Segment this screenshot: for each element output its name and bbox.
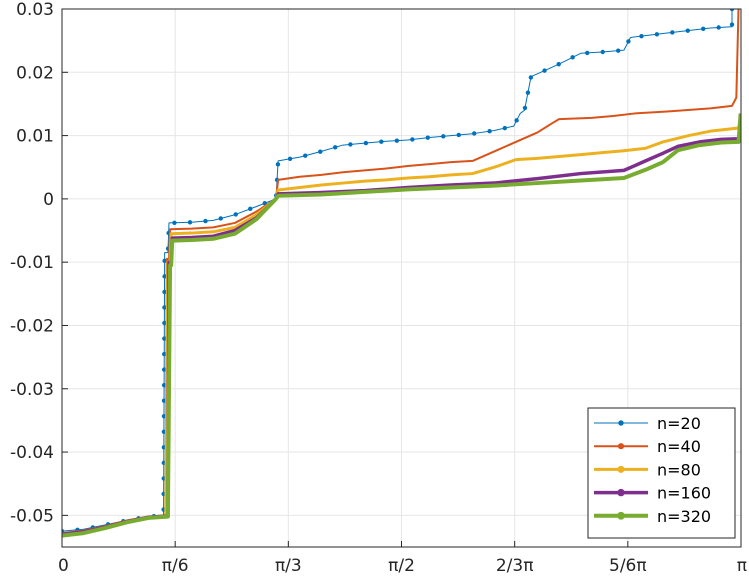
- data-point: [162, 336, 167, 341]
- legend-marker: [617, 443, 625, 450]
- x-tick-label: 5/6π: [609, 556, 647, 576]
- data-point: [685, 28, 690, 33]
- data-point: [600, 49, 605, 55]
- legend-item: n=40: [594, 437, 701, 456]
- data-point: [162, 274, 167, 279]
- data-point: [162, 258, 167, 264]
- data-point: [233, 212, 238, 217]
- series-line: [62, 9, 733, 532]
- data-point: [570, 55, 575, 60]
- series-n=320: [62, 113, 741, 538]
- data-point: [514, 118, 519, 123]
- data-point: [162, 351, 167, 357]
- data-point: [275, 162, 281, 167]
- data-point: [472, 131, 477, 136]
- legend-item: n=160: [594, 484, 711, 503]
- y-axis: 0.03 0.02 0.01 0 -0.01 -0.02 -0.03 -0.04 -0.05: [10, 0, 68, 526]
- y-tick-label: -0.01: [10, 253, 54, 273]
- data-point: [716, 25, 721, 30]
- data-point: [528, 75, 534, 80]
- x-axis: 0 π/6 π/3 π/2 2/3π 5/6π π: [58, 541, 747, 576]
- data-point: [162, 305, 167, 310]
- legend-label: n=80: [657, 460, 701, 479]
- data-point: [161, 367, 167, 372]
- y-tick-label: 0.02: [16, 63, 54, 83]
- y-tick-label: -0.02: [10, 316, 54, 336]
- x-tick-label: 2/3π: [496, 556, 534, 576]
- legend-label: n=160: [657, 484, 711, 503]
- legend-label: n=320: [657, 507, 711, 526]
- y-tick-label: 0: [43, 190, 54, 210]
- data-point: [654, 32, 660, 37]
- legend-item: n=20: [594, 414, 701, 433]
- data-point: [670, 30, 675, 35]
- series-layer: [62, 9, 741, 538]
- data-point: [333, 145, 338, 150]
- data-point: [162, 320, 167, 326]
- data-point: [425, 135, 430, 140]
- data-point: [187, 220, 193, 225]
- data-point: [441, 134, 446, 139]
- legend-label: n=20: [657, 414, 701, 433]
- y-tick-label: -0.03: [10, 380, 54, 400]
- y-tick-label: -0.05: [10, 506, 54, 526]
- data-point: [161, 398, 167, 403]
- data-point: [410, 137, 415, 142]
- data-point: [172, 220, 177, 225]
- data-point: [456, 132, 461, 138]
- data-point: [363, 140, 369, 146]
- legend: n=20 n=40 n=80 n=160 n=320: [587, 407, 736, 539]
- series-line: [62, 113, 741, 538]
- data-point: [729, 22, 735, 27]
- legend-item: n=320: [594, 507, 711, 526]
- data-point: [626, 39, 631, 44]
- data-point: [522, 105, 528, 111]
- x-tick-label: π/2: [388, 556, 415, 576]
- data-point: [502, 125, 508, 131]
- data-point: [542, 68, 547, 73]
- data-point: [161, 382, 167, 388]
- legend-marker: [618, 420, 624, 426]
- data-point: [248, 206, 253, 212]
- x-tick-label: 0: [58, 556, 69, 576]
- x-tick-label: π/6: [162, 556, 189, 576]
- data-point: [218, 216, 223, 221]
- series-n=40: [62, 9, 740, 535]
- data-point: [318, 149, 323, 154]
- data-point: [556, 62, 561, 67]
- legend-label: n=40: [657, 437, 701, 456]
- data-point: [394, 138, 400, 143]
- data-point: [487, 129, 492, 134]
- data-point: [525, 90, 531, 95]
- data-point: [203, 218, 208, 224]
- legend-item: n=80: [594, 460, 701, 479]
- x-tick-label: π: [737, 556, 747, 576]
- legend-marker: [617, 511, 625, 520]
- data-point: [379, 139, 384, 144]
- y-tick-label: 0.03: [16, 0, 54, 20]
- data-point: [616, 48, 621, 53]
- data-point: [287, 156, 293, 162]
- legend-marker: [617, 488, 625, 497]
- data-point: [303, 153, 308, 158]
- x-tick-label: π/3: [275, 556, 302, 576]
- y-tick-label: 0.01: [16, 127, 54, 147]
- series-line: [62, 9, 740, 535]
- data-point: [585, 50, 590, 56]
- data-point: [700, 26, 706, 32]
- y-tick-label: -0.04: [10, 443, 54, 463]
- data-point: [162, 289, 167, 295]
- data-point: [348, 142, 353, 147]
- legend-marker: [617, 465, 625, 473]
- data-point: [729, 9, 735, 12]
- data-point: [639, 33, 644, 39]
